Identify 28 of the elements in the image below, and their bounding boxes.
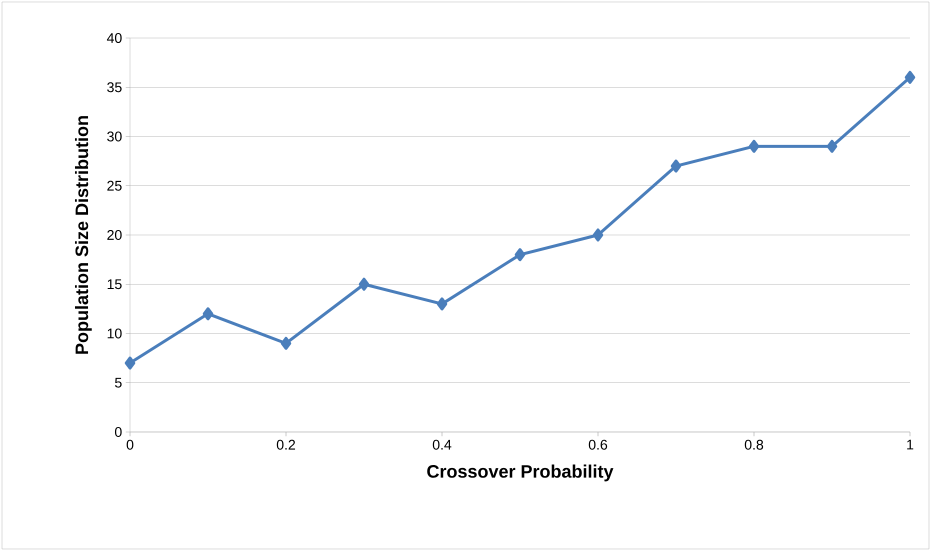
x-tick-label: 1 bbox=[907, 440, 914, 450]
point bbox=[436, 297, 448, 310]
point bbox=[592, 228, 604, 242]
point bbox=[514, 248, 526, 262]
x-tick-label: 0.8 bbox=[744, 440, 764, 450]
x-tick-label: 0 bbox=[126, 440, 134, 450]
y-tick-label: 5 bbox=[114, 378, 122, 388]
y-tick-label: 15 bbox=[108, 279, 122, 290]
point bbox=[904, 70, 916, 84]
point bbox=[280, 336, 292, 350]
x-axis-title: Crossover Probability bbox=[427, 464, 614, 482]
x-tick-label: 0.4 bbox=[432, 440, 452, 450]
point bbox=[124, 356, 136, 370]
y-tick-label: 25 bbox=[107, 180, 122, 191]
point bbox=[670, 160, 682, 173]
point bbox=[358, 278, 370, 291]
y-tick-label: 10 bbox=[108, 328, 122, 338]
y-axis-title: Population Size Distribution bbox=[74, 116, 92, 354]
point bbox=[202, 307, 214, 320]
y-tick-label: 35 bbox=[107, 82, 122, 92]
y-tick-label: 30 bbox=[107, 132, 122, 142]
point bbox=[826, 140, 838, 153]
y-tick-label: 40 bbox=[106, 33, 122, 43]
x-tick-label: 0.6 bbox=[588, 440, 608, 450]
x-tick-label: 0.2 bbox=[276, 440, 296, 450]
y-tick-label: 0 bbox=[114, 427, 122, 437]
y-tick-label: 20 bbox=[107, 230, 122, 240]
point bbox=[748, 140, 760, 153]
